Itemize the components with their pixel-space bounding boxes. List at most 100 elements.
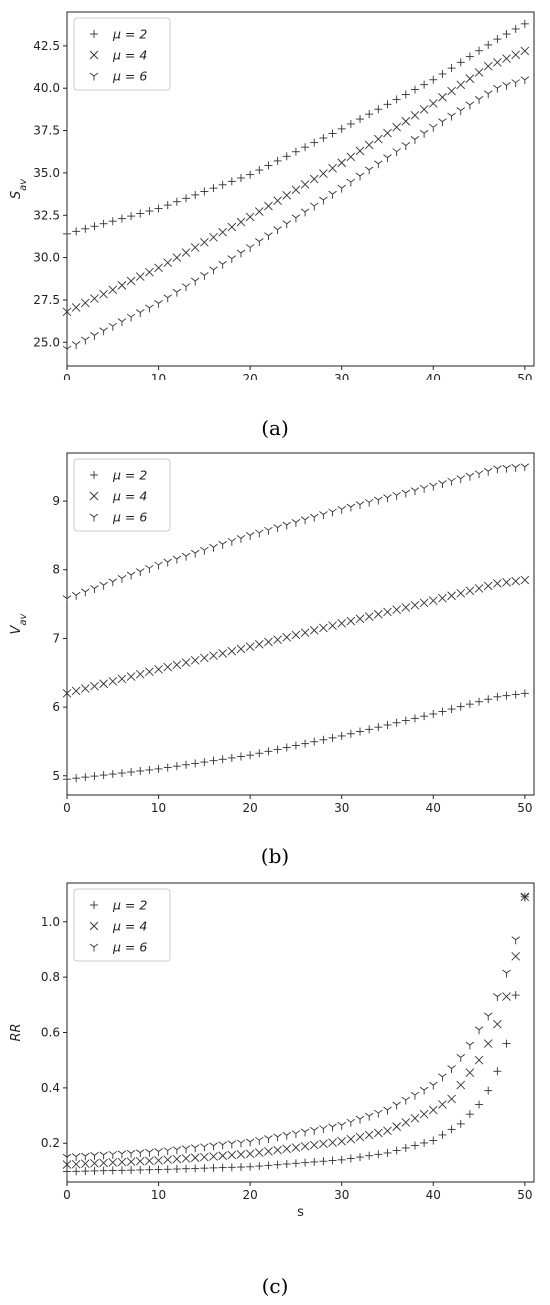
data-point-plus <box>200 1164 209 1173</box>
data-point-x <box>502 578 511 587</box>
data-point-x <box>456 80 466 90</box>
data-point-tri <box>81 588 90 597</box>
data-point-plus <box>484 40 493 49</box>
data-point-plus <box>182 760 191 769</box>
data-point-tri <box>245 532 255 540</box>
x-tick-label: 0 <box>63 801 71 815</box>
data-point-plus <box>154 1165 163 1174</box>
x-tick-label: 40 <box>426 372 441 380</box>
data-point-plus <box>346 729 355 738</box>
data-point-x <box>236 217 246 227</box>
data-point-x <box>474 584 484 593</box>
data-point-x <box>245 1149 255 1159</box>
data-point-plus <box>301 739 310 748</box>
data-point-x <box>291 185 301 195</box>
data-point-tri <box>328 508 337 517</box>
data-point-plus <box>456 1119 465 1128</box>
data-point-tri <box>355 501 365 510</box>
data-point-tri <box>126 1149 136 1158</box>
data-point-tri <box>209 266 218 275</box>
data-point-tri <box>419 129 429 138</box>
x-tick-label: 0 <box>63 1188 71 1202</box>
data-point-plus <box>429 1136 438 1145</box>
data-point-x <box>428 99 438 108</box>
data-point-tri <box>337 184 346 193</box>
data-point-x <box>447 591 456 601</box>
data-point-x <box>99 1158 108 1168</box>
data-point-x <box>99 679 108 689</box>
data-point-plus <box>346 1154 355 1163</box>
data-point-plus <box>475 46 484 55</box>
data-point-plus <box>319 134 328 143</box>
data-point-x <box>337 618 347 628</box>
data-point-tri <box>364 498 374 507</box>
data-point-plus <box>172 1164 181 1173</box>
data-point-x <box>392 122 401 132</box>
data-point-tri <box>264 526 273 535</box>
data-point-plus <box>117 1166 126 1175</box>
data-point-tri <box>465 101 475 110</box>
data-point-tri <box>255 529 264 538</box>
data-point-plus <box>209 184 218 193</box>
data-point-plus <box>127 1166 136 1175</box>
data-point-tri <box>163 558 172 567</box>
data-point-tri <box>483 467 493 476</box>
x-tick-label: 50 <box>517 372 532 380</box>
data-point-tri <box>456 1054 466 1062</box>
series-c-2 <box>62 892 530 1169</box>
data-point-plus <box>90 1166 99 1175</box>
data-point-plus <box>392 95 401 104</box>
data-point-tri <box>474 470 484 479</box>
data-point-tri <box>163 1147 172 1156</box>
data-point-plus <box>255 1162 264 1171</box>
data-point-tri <box>227 537 237 546</box>
data-point-tri <box>309 1126 319 1135</box>
data-point-x <box>438 593 447 603</box>
data-point-plus <box>191 1164 200 1173</box>
data-point-x <box>172 660 182 670</box>
data-point-tri <box>154 1148 163 1157</box>
x-tick-label: 50 <box>517 1188 532 1202</box>
data-point-tri <box>154 299 163 308</box>
data-point-tri <box>419 1086 429 1095</box>
data-point-x <box>364 612 374 621</box>
series-c-1 <box>63 892 529 1176</box>
data-point-plus <box>410 85 419 94</box>
data-point-plus <box>273 1160 282 1169</box>
data-point-tri <box>319 511 328 520</box>
data-point-tri <box>227 1140 237 1149</box>
data-point-x <box>163 1155 173 1165</box>
data-point-tri <box>401 142 411 150</box>
data-point-tri <box>419 484 429 493</box>
data-point-x <box>346 616 356 626</box>
y-tick-label: 8 <box>52 563 60 577</box>
legend-marker-tri <box>89 513 99 522</box>
data-point-x <box>474 1055 484 1065</box>
x-tick-label: 10 <box>151 1188 166 1202</box>
series-a-1 <box>63 19 529 238</box>
data-point-tri <box>319 196 328 205</box>
data-point-x <box>126 276 136 286</box>
data-point-tri <box>410 1091 420 1100</box>
data-point-x <box>163 662 173 672</box>
data-point-plus <box>420 1138 429 1147</box>
data-point-x <box>309 1140 319 1150</box>
data-point-tri <box>502 464 511 473</box>
data-point-plus <box>218 1163 227 1172</box>
data-point-tri <box>273 226 282 235</box>
data-point-plus <box>356 727 365 736</box>
data-point-x <box>456 588 466 598</box>
data-point-tri <box>383 154 392 163</box>
y-tick-label: 25.0 <box>33 335 60 349</box>
data-point-plus <box>182 194 191 203</box>
data-point-plus <box>301 143 310 152</box>
data-point-x <box>218 649 227 658</box>
x-tick-label: 0 <box>63 372 71 380</box>
y-axis-label: Sav <box>9 178 29 199</box>
data-point-tri <box>62 595 72 604</box>
data-point-x <box>419 598 429 608</box>
data-point-x <box>319 623 328 633</box>
legend-label: μ = 6 <box>112 69 147 84</box>
data-point-tri <box>126 571 136 580</box>
data-point-plus <box>374 1150 383 1159</box>
